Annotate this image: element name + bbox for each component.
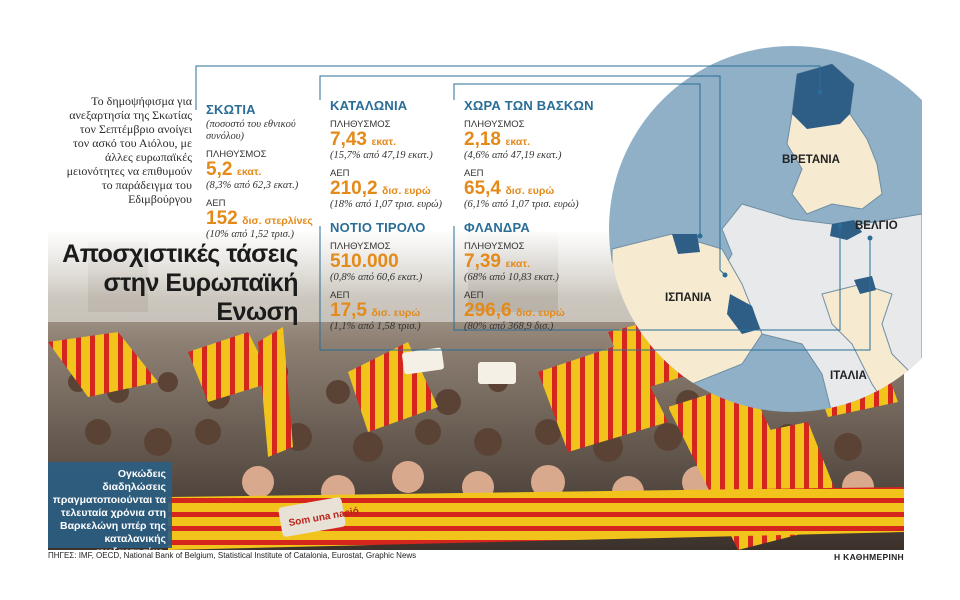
scotland-pop-label: ΠΛΗΘΥΣΜΟΣ <box>206 149 267 160</box>
intro-text: Το δημοψήφισμα για ανεξαρτησία της Σκωτί… <box>66 94 192 206</box>
headline: Αποσχιστικές τάσεις στην Ευρωπαϊκή Ενωση <box>48 240 298 327</box>
headline-line-3: Ενωση <box>216 298 298 326</box>
basque-pop-value: 2,18 <box>464 129 501 150</box>
brand-logo: Η ΚΑΘΗΜΕΡΙΝΗ <box>834 552 904 562</box>
scotland-pop-unit: εκατ. <box>236 166 262 178</box>
scotland-gdp-value: 152 <box>206 208 238 229</box>
scotland-subtitle: (ποσοστό του εθνικού συνόλου) <box>206 119 296 142</box>
flanders-pop-value: 7,39 <box>464 251 501 272</box>
region-basque: ΧΩΡΑ ΤΩΝ ΒΑΣΚΩΝ ΠΛΗΘΥΣΜΟΣ 2,18 εκατ. (4,… <box>464 98 604 211</box>
basque-gdp-unit: δισ. ευρώ <box>505 185 555 197</box>
catalonia-gdp-unit: δισ. ευρώ <box>382 185 431 197</box>
flanders-gdp-label: ΑΕΠ <box>464 290 484 301</box>
catalonia-pop-unit: εκατ. <box>371 136 396 148</box>
catalonia-pop-value: 7,43 <box>330 129 367 150</box>
map-label-spain: ΙΣΠΑΝΙΑ <box>665 292 712 304</box>
scotland-title: ΣΚΩΤΙΑ <box>206 102 256 117</box>
headline-line-2: στην Ευρωπαϊκή <box>103 269 299 297</box>
flanders-pop-note: (68% από 10,83 εκατ.) <box>464 272 559 283</box>
flanders-pop-unit: εκατ. <box>505 258 530 270</box>
south-tyrol-gdp-label: ΑΕΠ <box>330 290 350 301</box>
region-south-tyrol: ΝΟΤΙΟ ΤΙΡΟΛΟ ΠΛΗΘΥΣΜΟΣ 510.000 (0,8% από… <box>330 220 460 333</box>
region-flanders: ΦΛΑΝΔΡΑ ΠΛΗΘΥΣΜΟΣ 7,39 εκατ. (68% από 10… <box>464 220 594 333</box>
flanders-gdp-unit: δισ. ευρώ <box>516 307 565 319</box>
flanders-gdp-note: (80% από 368,9 δισ.) <box>464 321 554 332</box>
map-label-britain: ΒΡΕΤΑΝΙΑ <box>782 154 840 166</box>
south-tyrol-gdp-note: (1,1% από 1,58 τρισ.) <box>330 321 421 332</box>
south-tyrol-gdp-value: 17,5 <box>330 300 367 321</box>
basque-pop-note: (4,6% από 47,19 εκατ.) <box>464 150 562 161</box>
flanders-pop-label: ΠΛΗΘΥΣΜΟΣ <box>464 241 525 252</box>
scotland-gdp-label: ΑΕΠ <box>206 198 226 209</box>
basque-gdp-value: 65,4 <box>464 178 501 199</box>
headline-line-1: Αποσχιστικές τάσεις <box>62 240 298 268</box>
region-catalonia: ΚΑΤΑΛΩΝΙΑ ΠΛΗΘΥΣΜΟΣ 7,43 εκατ. (15,7% απ… <box>330 98 460 211</box>
basque-title: ΧΩΡΑ ΤΩΝ ΒΑΣΚΩΝ <box>464 98 594 113</box>
flanders-title: ΦΛΑΝΔΡΑ <box>464 220 530 235</box>
south-tyrol-gdp-unit: δισ. ευρώ <box>371 307 421 319</box>
scotland-gdp-note: (10% από 1,52 τρισ.) <box>206 229 295 240</box>
catalonia-gdp-value: 210,2 <box>330 178 378 199</box>
map-label-belgium: ΒΕΛΓΙΟ <box>855 220 898 232</box>
basque-gdp-label: ΑΕΠ <box>464 168 484 179</box>
catalonia-pop-label: ΠΛΗΘΥΣΜΟΣ <box>330 119 391 130</box>
scotland-gdp-unit: δισ. στερλίνες <box>242 215 313 227</box>
catalonia-pop-note: (15,7% από 47,19 εκατ.) <box>330 150 433 161</box>
scotland-pop-value: 5,2 <box>206 159 233 180</box>
basque-gdp-note: (6,1% από 1,07 τρισ. ευρώ) <box>464 199 579 210</box>
catalonia-gdp-note: (18% από 1,07 τρισ. ευρώ) <box>330 199 442 210</box>
catalonia-gdp-label: ΑΕΠ <box>330 168 350 179</box>
photo-caption: Ογκώδεις διαδηλώσεις πραγματοποιούνται τ… <box>48 462 172 558</box>
basque-pop-label: ΠΛΗΘΥΣΜΟΣ <box>464 119 525 130</box>
south-tyrol-pop-label: ΠΛΗΘΥΣΜΟΣ <box>330 241 391 252</box>
scotland-pop-note: (8,3% από 62,3 εκατ.) <box>206 180 299 191</box>
source-line: ΠΗΓΕΣ: IMF, OECD, National Bank of Belgi… <box>48 551 417 560</box>
map-label-italy: ΙΤΑΛΙΑ <box>830 370 867 382</box>
basque-pop-unit: εκατ. <box>505 136 530 148</box>
south-tyrol-pop-value: 510.000 <box>330 251 399 272</box>
south-tyrol-title: ΝΟΤΙΟ ΤΙΡΟΛΟ <box>330 220 426 235</box>
region-scotland: ΣΚΩΤΙΑ (ποσοστό του εθνικού συνόλου) ΠΛΗ… <box>206 102 336 241</box>
flanders-gdp-value: 296,6 <box>464 300 512 321</box>
south-tyrol-pop-note: (0,8% από 60,6 εκατ.) <box>330 272 423 283</box>
catalonia-title: ΚΑΤΑΛΩΝΙΑ <box>330 98 408 113</box>
